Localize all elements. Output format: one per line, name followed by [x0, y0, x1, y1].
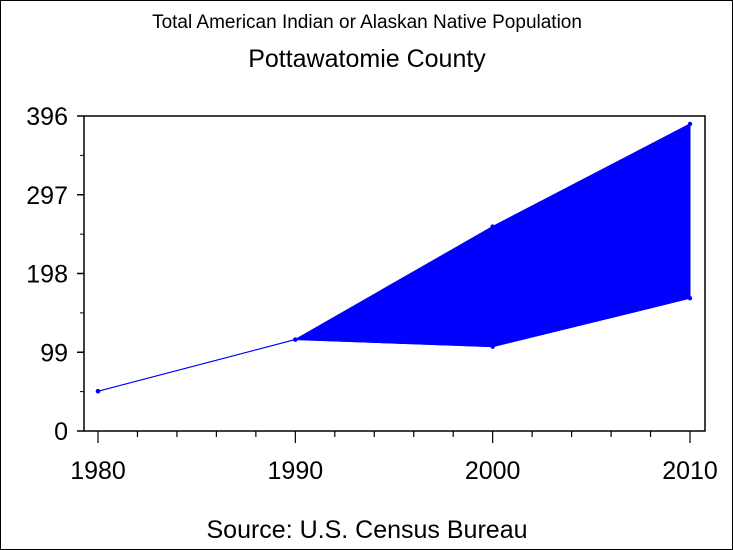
chart-title: Total American Indian or Alaskan Native …: [152, 12, 582, 33]
x-tick-label: 2010: [662, 457, 718, 485]
chart-source: Source: U.S. Census Bureau: [207, 516, 528, 544]
y-tick-label: 0: [54, 418, 68, 446]
chart-subtitle: Pottawatomie County: [248, 45, 486, 73]
fill-between-area: [293, 123, 691, 348]
y-tick-label: 297: [26, 182, 68, 210]
y-tick-label: 99: [40, 339, 68, 367]
data-point-lower: [95, 389, 101, 394]
x-tick-label: 1980: [70, 457, 126, 485]
y-tick-label: 198: [26, 261, 68, 289]
x-tick-label: 1990: [268, 457, 324, 485]
data-point-lower: [293, 337, 298, 342]
data-point-upper: [687, 121, 693, 127]
y-tick-label: 396: [26, 103, 68, 131]
data-point-upper: [490, 224, 495, 229]
series-line-lower: [97, 297, 691, 392]
data-point-lower: [687, 295, 693, 301]
x-tick-label: 2000: [465, 457, 521, 485]
data-point-lower: [490, 344, 495, 349]
